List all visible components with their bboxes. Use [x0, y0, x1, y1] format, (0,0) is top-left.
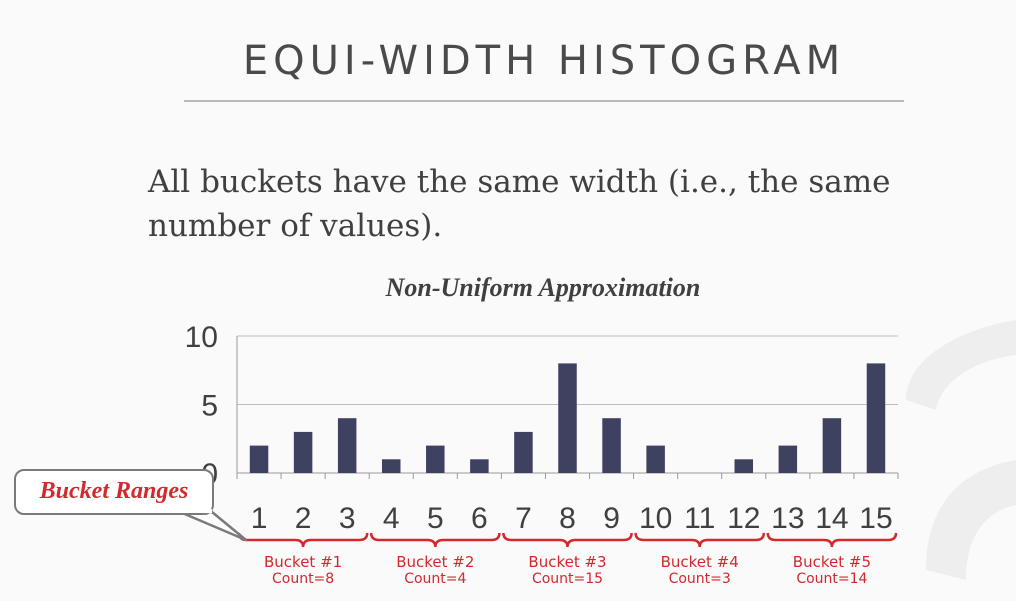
title-divider — [184, 100, 904, 102]
decorative-logo-shape — [906, 320, 1016, 580]
x-tick-label: 14 — [815, 502, 848, 535]
bucket-brace — [502, 532, 633, 548]
x-tick-label: 2 — [295, 502, 312, 535]
bar-7 — [514, 431, 533, 473]
y-tick-labels: 1050 — [185, 321, 218, 491]
bucket-name: Bucket #2 — [396, 553, 474, 571]
x-tick-label: 4 — [383, 502, 400, 535]
y-tick-label: 10 — [185, 321, 218, 354]
chart-bars — [249, 363, 886, 473]
bar-9 — [602, 418, 621, 473]
bar-15 — [866, 363, 886, 473]
bar-4 — [381, 459, 401, 473]
bucket-name: Bucket #5 — [793, 553, 871, 571]
x-tick-label: 1 — [251, 502, 268, 535]
x-tick-label: 7 — [515, 502, 532, 535]
bar-5 — [426, 445, 445, 473]
bar-13 — [778, 445, 798, 473]
bucket-name: Bucket #3 — [528, 553, 606, 571]
x-tick-labels: 1 2 3 4 5 6 7 8 9 10 11 12 13 14 15 — [251, 502, 893, 535]
bar-10 — [646, 445, 665, 473]
bucket-brace — [634, 532, 766, 548]
bucket-count: Count=14 — [796, 571, 867, 587]
bar-12 — [734, 459, 754, 473]
bucket-count: Count=4 — [404, 571, 466, 587]
body-line-2: number of values). — [148, 208, 443, 244]
x-tick-label: 12 — [727, 502, 760, 535]
bucket-brace — [237, 532, 369, 548]
x-tick-label: 15 — [859, 502, 892, 535]
body-line-1: All buckets have the same width (i.e., t… — [148, 164, 891, 200]
bar-8 — [558, 363, 577, 473]
bucket-count: Count=3 — [669, 571, 731, 587]
bar-14 — [822, 418, 842, 473]
bucket-count: Count=15 — [532, 571, 603, 587]
bucket-brace — [766, 532, 898, 548]
bucket-name: Bucket #4 — [661, 553, 739, 571]
body-text: All buckets have the same width (i.e., t… — [148, 160, 908, 248]
x-tick-label: 5 — [427, 502, 444, 535]
bar-3 — [337, 418, 357, 473]
x-tick-label: 6 — [471, 502, 488, 535]
x-tick-label: 8 — [559, 502, 576, 535]
callout-pointer-cover — [182, 509, 212, 513]
bucket-ranges-callout: Bucket Ranges — [14, 469, 214, 515]
callout-pointer — [178, 510, 248, 542]
x-tick-label: 10 — [639, 502, 672, 535]
bucket-name: Bucket #1 — [264, 553, 342, 571]
slide-title: EQUI-WIDTH HISTOGRAM — [242, 38, 846, 84]
bucket-count: Count=8 — [272, 571, 334, 587]
x-tick-label: 13 — [771, 502, 804, 535]
x-tick-label: 11 — [684, 502, 715, 535]
bar-2 — [293, 431, 313, 473]
bar-1 — [249, 445, 269, 473]
x-tick-label: 9 — [603, 502, 620, 535]
chart-title: Non-Uniform Approximation — [385, 273, 701, 302]
bucket-brace — [369, 532, 501, 548]
x-tick-label: 3 — [339, 502, 356, 535]
bar-6 — [470, 459, 489, 473]
y-tick-label: 5 — [201, 390, 218, 423]
